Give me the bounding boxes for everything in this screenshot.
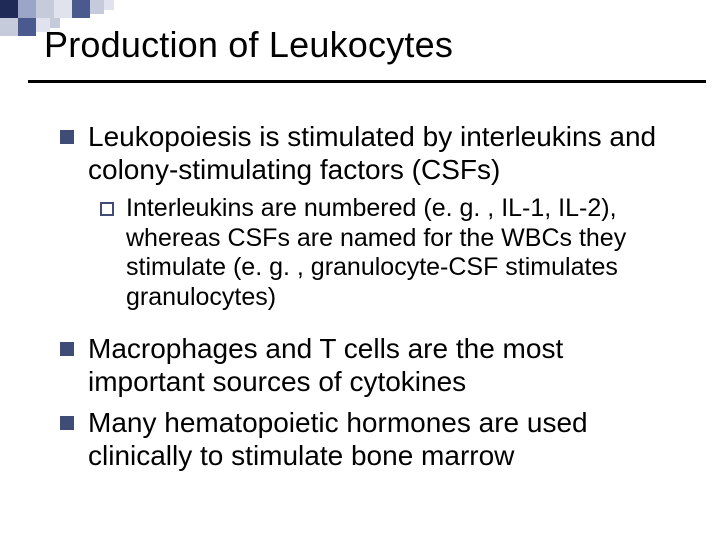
list-item: Many hematopoietic hormones are used cli… [60, 406, 686, 472]
list-item: Macrophages and T cells are the most imp… [60, 332, 686, 398]
title-underline [28, 80, 706, 83]
list-item-text: Leukopoiesis is stimulated by interleuki… [88, 120, 686, 186]
list-item-text: Many hematopoietic hormones are used cli… [88, 406, 686, 472]
list-item-text: Interleukins are numbered (e. g. , IL-1,… [126, 194, 686, 312]
slide-title: Production of Leukocytes [44, 24, 700, 66]
content-area: Leukopoiesis is stimulated by interleuki… [60, 120, 686, 480]
hollow-square-bullet-icon [100, 202, 114, 216]
slide: Production of Leukocytes Leukopoiesis is… [0, 0, 720, 540]
title-container: Production of Leukocytes [44, 24, 700, 66]
list-item: Interleukins are numbered (e. g. , IL-1,… [100, 194, 686, 312]
square-bullet-icon [60, 130, 74, 144]
square-bullet-icon [60, 342, 74, 356]
list-item-text: Macrophages and T cells are the most imp… [88, 332, 686, 398]
square-bullet-icon [60, 416, 74, 430]
list-item: Leukopoiesis is stimulated by interleuki… [60, 120, 686, 186]
